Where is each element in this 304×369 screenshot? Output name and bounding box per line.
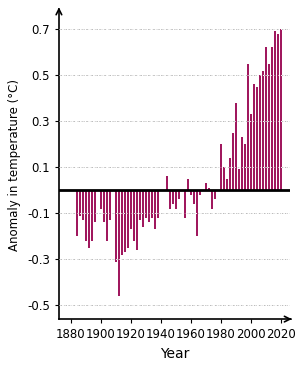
Bar [166, 176, 168, 190]
Bar [91, 190, 93, 241]
Bar [142, 190, 144, 227]
Bar [100, 190, 102, 208]
Bar [274, 31, 276, 190]
Bar [85, 190, 87, 241]
Bar [151, 190, 153, 218]
Bar [175, 190, 177, 208]
Bar [109, 190, 111, 220]
Bar [277, 34, 279, 190]
Bar [268, 63, 270, 190]
Bar [262, 70, 264, 190]
X-axis label: Year: Year [160, 346, 189, 361]
Bar [232, 132, 234, 190]
Bar [76, 190, 78, 236]
Bar [193, 190, 195, 204]
Bar [226, 179, 228, 190]
Bar [187, 179, 189, 190]
Bar [238, 169, 240, 190]
Bar [130, 190, 132, 229]
Bar [250, 114, 252, 190]
Bar [178, 190, 180, 199]
Bar [115, 190, 117, 262]
Bar [106, 190, 108, 241]
Bar [103, 190, 105, 223]
Bar [253, 85, 255, 190]
Bar [121, 190, 123, 255]
Bar [127, 190, 129, 248]
Bar [145, 190, 147, 218]
Bar [229, 158, 231, 190]
Bar [79, 190, 81, 215]
Bar [271, 48, 273, 190]
Bar [244, 144, 246, 190]
Bar [169, 190, 171, 208]
Bar [196, 190, 198, 236]
Y-axis label: Anomaly in temperature (°C): Anomaly in temperature (°C) [8, 79, 21, 251]
Bar [154, 190, 156, 229]
Bar [256, 87, 258, 190]
Bar [205, 183, 207, 190]
Bar [148, 190, 150, 223]
Bar [259, 75, 261, 190]
Bar [157, 190, 159, 218]
Bar [223, 167, 225, 190]
Bar [133, 190, 135, 241]
Bar [88, 190, 90, 248]
Bar [235, 103, 237, 190]
Bar [247, 63, 249, 190]
Bar [199, 190, 201, 195]
Bar [184, 190, 186, 218]
Bar [214, 190, 216, 199]
Bar [118, 190, 120, 296]
Bar [172, 190, 174, 204]
Bar [265, 48, 267, 190]
Bar [139, 190, 141, 220]
Bar [241, 137, 243, 190]
Bar [190, 190, 192, 195]
Bar [124, 190, 126, 252]
Bar [82, 190, 84, 220]
Bar [280, 29, 282, 190]
Bar [94, 190, 96, 223]
Bar [208, 188, 210, 190]
Bar [220, 144, 222, 190]
Bar [136, 190, 138, 250]
Bar [211, 190, 213, 208]
